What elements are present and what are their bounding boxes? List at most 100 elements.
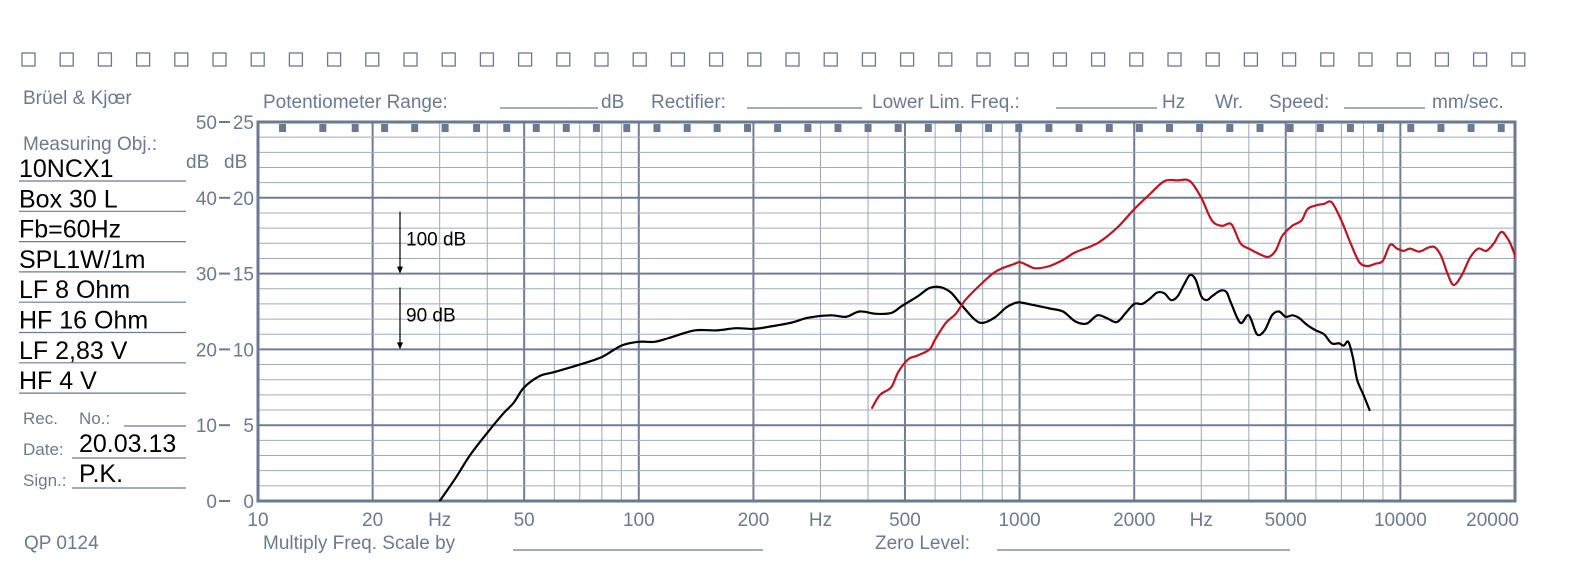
level-annotations: 100 dB 90 dB xyxy=(397,211,466,350)
x-tick-label: 5000 xyxy=(1265,510,1307,531)
measuring-object-line: Fb=60Hz xyxy=(19,216,121,244)
y-tick-label-left: 0 xyxy=(206,492,217,513)
x-axis-labels: 10 20 Hz 50 100 200 Hz 500 1000 2000 Hz 5000 10000 20… xyxy=(247,510,1519,531)
x-tick-label: 2000 xyxy=(1113,510,1155,531)
y-tick-label-left: 40 xyxy=(196,189,217,210)
top-marker xyxy=(653,124,661,132)
form-code: QP 0124 xyxy=(24,533,99,554)
top-marker xyxy=(1346,124,1354,132)
top-marker xyxy=(1377,124,1385,132)
measuring-object-line: LF 8 Ohm xyxy=(19,276,130,304)
perforation-square xyxy=(1434,52,1450,67)
x-tick-label: 200 xyxy=(738,510,770,531)
record-label: Rec. xyxy=(23,409,58,428)
y-tick-label-right: 20 xyxy=(233,189,254,210)
top-marker xyxy=(804,124,812,132)
perforation-square xyxy=(1205,52,1220,67)
top-marker xyxy=(864,124,872,132)
record-number-label: No.: xyxy=(79,409,110,428)
top-marker xyxy=(713,124,721,132)
top-marker xyxy=(1226,124,1234,132)
y-tick-label-right: 5 xyxy=(243,416,254,437)
perforation-square xyxy=(1281,52,1297,67)
perforation-square xyxy=(670,52,686,67)
top-marker xyxy=(351,124,359,132)
lower-limit-label: Lower Lim. Freq.: xyxy=(872,92,1020,113)
annotation-arrowhead xyxy=(397,266,403,274)
x-tick-label: 1000 xyxy=(998,510,1040,531)
annotation-label: 90 dB xyxy=(406,305,456,326)
perforation-square xyxy=(1052,52,1068,67)
perforation-square xyxy=(250,52,265,67)
plot-frame xyxy=(256,120,1517,503)
top-marker xyxy=(1045,124,1053,132)
top-marker xyxy=(473,124,481,132)
perforation-square xyxy=(823,52,838,67)
y-tick-label-left: 30 xyxy=(196,265,217,286)
top-marker xyxy=(1135,124,1143,132)
multiply-scale-label: Multiply Freq. Scale by xyxy=(263,533,456,554)
top-marker xyxy=(834,124,842,132)
top-marker xyxy=(774,124,782,132)
perforation-square xyxy=(976,52,991,67)
x-tick-label: 10000 xyxy=(1374,510,1427,531)
date-label: Date: xyxy=(23,440,64,459)
perforation-square xyxy=(212,52,227,67)
perforation-square xyxy=(708,52,724,67)
perforation-square xyxy=(59,52,74,67)
perforation-square xyxy=(1014,52,1029,67)
top-marker xyxy=(1437,124,1445,132)
top-marker xyxy=(924,124,932,132)
annotation-label: 100 dB xyxy=(406,230,466,251)
y-axis-left-labels: 0 10 20 30 40 50 xyxy=(196,113,230,513)
perforation-square xyxy=(556,52,571,67)
perforation-square xyxy=(1396,52,1411,67)
top-marker xyxy=(381,124,389,132)
perforation-square xyxy=(517,52,533,67)
y-unit-right: dB xyxy=(224,152,247,173)
measuring-object-line: SPL1W/1m xyxy=(19,246,145,274)
speed-label: Speed: xyxy=(1269,92,1329,113)
measuring-object-line: HF 16 Ohm xyxy=(19,307,148,335)
x-tick-label: 10 xyxy=(247,510,268,531)
perforation-square xyxy=(1358,52,1373,67)
top-marker xyxy=(1256,124,1264,132)
top-marker xyxy=(562,124,570,132)
lower-limit-unit: Hz xyxy=(1162,92,1185,113)
top-marker xyxy=(319,124,327,132)
top-marker xyxy=(1286,124,1294,132)
x-tick-label: Hz xyxy=(1190,510,1213,531)
writing-label: Wr. xyxy=(1215,92,1243,113)
zero-level-label: Zero Level: xyxy=(875,533,970,554)
perforation-square xyxy=(785,52,800,67)
top-marker-row xyxy=(279,124,1505,132)
x-tick-label: 500 xyxy=(889,510,921,531)
speed-unit: mm/sec. xyxy=(1432,92,1504,113)
top-marker xyxy=(954,124,962,132)
top-marker xyxy=(744,124,752,132)
perforation-square xyxy=(1320,52,1335,67)
x-tick-label: 20000 xyxy=(1466,510,1519,531)
top-marker xyxy=(441,124,449,132)
top-marker xyxy=(1316,124,1324,132)
sign-value: P.K. xyxy=(79,460,123,488)
perforation-square xyxy=(747,52,762,67)
top-marker xyxy=(1497,124,1505,132)
perforation-square xyxy=(174,52,189,67)
perforation-square xyxy=(288,52,304,67)
x-tick-label: Hz xyxy=(428,510,451,531)
perforation-square xyxy=(938,52,953,67)
top-marker xyxy=(1467,124,1475,132)
y-axis-right-labels: 0 5 10 15 20 25 xyxy=(233,113,254,513)
perforation-square xyxy=(326,52,342,67)
brand-logo: Brüel & Kjœr xyxy=(23,88,132,109)
perforation-square xyxy=(899,52,915,67)
perforation-square xyxy=(1511,52,1526,67)
top-marker xyxy=(592,124,600,132)
potentiometer-label: Potentiometer Range: xyxy=(263,92,448,113)
top-marker xyxy=(1166,124,1174,132)
perforation-square xyxy=(97,52,113,67)
perforation-square xyxy=(1129,52,1144,67)
measuring-object-line: Box 30 L xyxy=(19,185,118,213)
